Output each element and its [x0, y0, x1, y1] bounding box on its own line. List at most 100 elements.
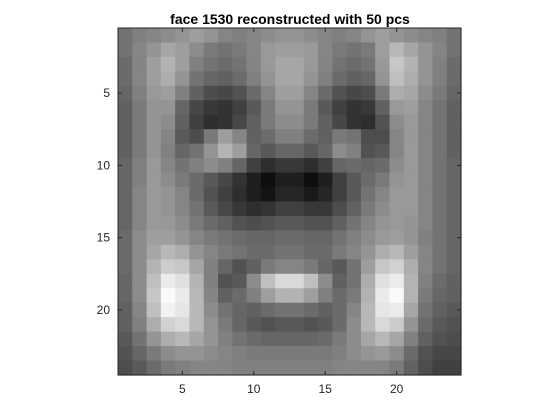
heatmap-cell [246, 244, 262, 260]
heatmap-cell [289, 288, 305, 304]
heatmap-cell [260, 100, 276, 116]
heatmap-cell [289, 100, 305, 116]
heatmap-cell [360, 360, 376, 376]
heatmap-cell [289, 215, 305, 232]
heatmap-cell [132, 172, 148, 188]
heatmap-cell [260, 360, 276, 376]
heatmap-cell [318, 302, 333, 318]
heatmap-cell [146, 28, 162, 44]
heatmap-cell [303, 42, 319, 58]
heatmap-cell [275, 143, 291, 159]
heatmap-cell [318, 158, 333, 174]
heatmap-cell [160, 360, 176, 376]
heatmap-cell [346, 288, 362, 304]
heatmap-cell [446, 244, 462, 260]
heatmap-cell [275, 71, 291, 87]
heatmap-cell [118, 215, 133, 232]
x-tick-label: 15 [319, 382, 333, 396]
heatmap-cell [218, 28, 233, 44]
heatmap-cell [218, 56, 233, 72]
heatmap-cell [175, 288, 191, 304]
heatmap-cell [403, 273, 419, 289]
heatmap-cell [175, 187, 191, 203]
heatmap-cell [418, 215, 434, 232]
heatmap-cell [318, 259, 333, 275]
heatmap-cell [332, 187, 348, 203]
heatmap-cell [232, 85, 248, 101]
heatmap-cell [118, 331, 133, 347]
heatmap-cell [346, 187, 362, 203]
heatmap-cell [346, 360, 362, 376]
heatmap-cell [360, 346, 376, 362]
heatmap-cell [246, 71, 262, 87]
heatmap-cell [132, 360, 148, 376]
heatmap-cell [260, 172, 276, 188]
heatmap-cell [432, 215, 448, 232]
heatmap-cell [218, 317, 233, 333]
heatmap-cell [403, 244, 419, 260]
heatmap-cell [360, 201, 376, 217]
heatmap-cell [446, 100, 462, 116]
heatmap-cell [289, 230, 305, 246]
heatmap-cell [289, 28, 305, 44]
heatmap-cell [375, 346, 391, 362]
heatmap-cell [303, 114, 319, 130]
heatmap-cell [403, 317, 419, 333]
heatmap-cell [146, 201, 162, 217]
heatmap-cell [132, 187, 148, 203]
heatmap-cell [360, 172, 376, 188]
heatmap-cell [432, 158, 448, 174]
heatmap-cell [189, 259, 205, 275]
heatmap-cell [175, 317, 191, 333]
heatmap-cell [175, 85, 191, 101]
heatmap-cell [146, 42, 162, 58]
heatmap-cell [175, 360, 191, 376]
heatmap-cell [375, 244, 391, 260]
heatmap-cell [246, 201, 262, 217]
heatmap-cell [189, 215, 205, 232]
heatmap-cell [160, 158, 176, 174]
heatmap-cell [132, 244, 148, 260]
heatmap-cell [303, 346, 319, 362]
heatmap-cell [389, 158, 405, 174]
heatmap-cell [360, 28, 376, 44]
heatmap-cell [232, 187, 248, 203]
heatmap-cell [189, 85, 205, 101]
heatmap-cell [189, 230, 205, 246]
heatmap-cell [318, 230, 333, 246]
heatmap-cell [218, 129, 233, 145]
heatmap-cell [360, 331, 376, 347]
heatmap-cell [360, 273, 376, 289]
heatmap-cell [318, 56, 333, 72]
heatmap-cell [318, 215, 333, 232]
heatmap-cell [446, 288, 462, 304]
heatmap-cell [118, 244, 133, 260]
heatmap-cell [346, 273, 362, 289]
heatmap-cell [275, 346, 291, 362]
heatmap-cell [260, 187, 276, 203]
heatmap-cell [132, 129, 148, 145]
heatmap-cell [346, 114, 362, 130]
heatmap-cell [175, 28, 191, 44]
heatmap-cell [346, 28, 362, 44]
heatmap-cell [375, 100, 391, 116]
heatmap-cell [203, 259, 219, 275]
heatmap-cell [346, 215, 362, 232]
heatmap-cell [346, 56, 362, 72]
heatmap-cell [189, 158, 205, 174]
heatmap-cell [203, 42, 219, 58]
heatmap-cell [232, 346, 248, 362]
heatmap-cell [289, 56, 305, 72]
heatmap-cell [418, 143, 434, 159]
heatmap-cell [389, 71, 405, 87]
heatmap-cell [260, 143, 276, 159]
heatmap-cell [303, 360, 319, 376]
heatmap-cell [218, 230, 233, 246]
heatmap-cell [446, 215, 462, 232]
heatmap-cell [446, 259, 462, 275]
heatmap-cell [303, 259, 319, 275]
heatmap-cell [318, 42, 333, 58]
heatmap-cell [375, 158, 391, 174]
heatmap-cell [289, 172, 305, 188]
heatmap-cell [189, 331, 205, 347]
